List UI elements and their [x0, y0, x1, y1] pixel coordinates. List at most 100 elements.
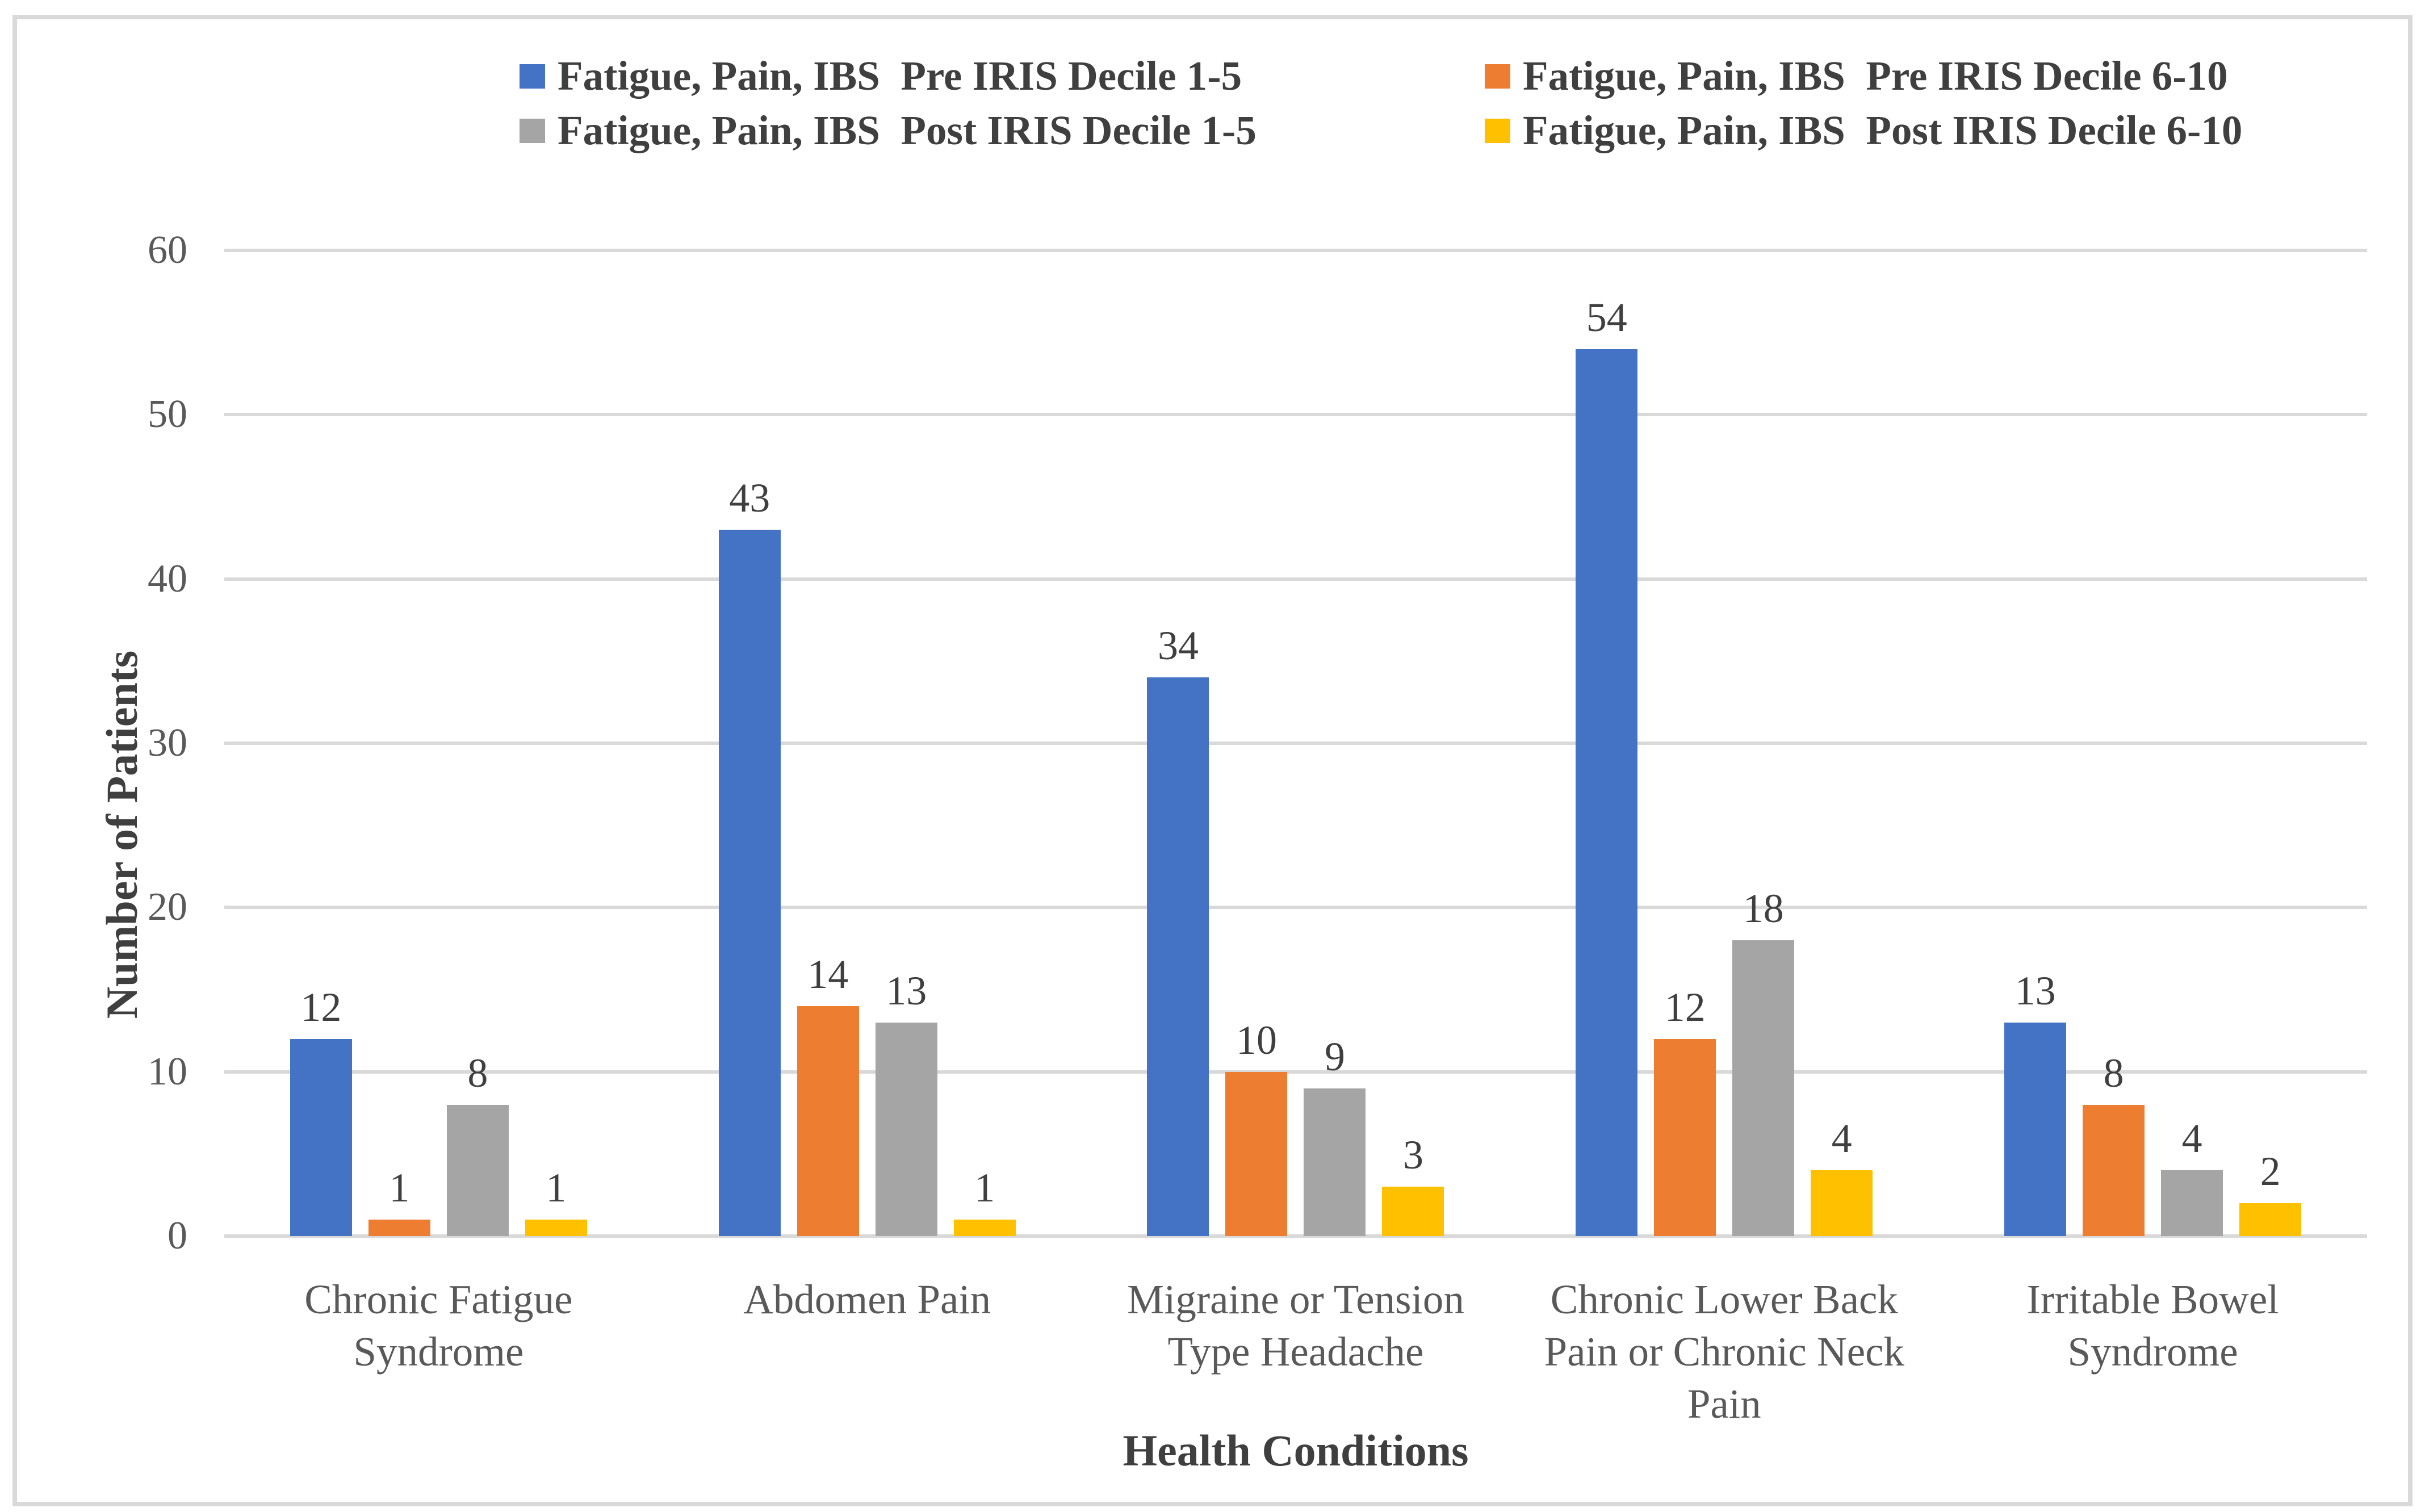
- legend-label: Fatigue, Pain, IBS Post IRIS Decile 6-10: [1523, 107, 2243, 153]
- bar-slot: 54: [1576, 294, 1638, 1236]
- bar-slot: 13: [2004, 967, 2067, 1236]
- bar: [368, 1220, 430, 1236]
- bar: [2004, 1022, 2067, 1236]
- bar-value-label: 4: [1831, 1116, 1852, 1162]
- plot-area: 12 1 8 1 43 14 13 1 34 10 9 3 54 12 18 4 13 8 4 2: [224, 250, 2367, 1236]
- bar: [1811, 1170, 1873, 1236]
- category-label: Irritable Bowel Syndrome: [2026, 1276, 2279, 1375]
- gridline: [224, 1234, 2367, 1238]
- bar-value-label: 1: [546, 1165, 567, 1211]
- bar-value-label: 1: [389, 1165, 410, 1211]
- category-label: Abdomen Pain: [743, 1276, 991, 1322]
- bar: [2239, 1203, 2302, 1236]
- legend-swatch: [520, 64, 545, 89]
- bar-value-label: 8: [2103, 1050, 2124, 1096]
- legend-swatch: [520, 118, 545, 143]
- bar-value-label: 10: [1235, 1017, 1277, 1063]
- y-tick-label: 40: [148, 556, 187, 601]
- legend-item: Fatigue, Pain, IBS Pre IRIS Decile 1-5: [520, 50, 1485, 102]
- legend-label: Fatigue, Pain, IBS Post IRIS Decile 1-5: [558, 107, 1257, 153]
- bar-slot: 2: [2239, 1149, 2302, 1236]
- bar-value-label: 54: [1586, 294, 1627, 340]
- bar-slot: 18: [1732, 886, 1795, 1236]
- bar-group: 13 8 4 2: [1938, 250, 2367, 1236]
- bar-group: 43 14 13 1: [653, 250, 1082, 1236]
- bar: [1304, 1088, 1366, 1236]
- bar: [875, 1022, 937, 1236]
- category-label: Chronic Fatigue Syndrome: [304, 1276, 573, 1375]
- category-label: Chronic Lower Back Pain or Chronic Neck …: [1544, 1276, 1905, 1427]
- bar: [953, 1220, 1016, 1236]
- bar-value-label: 12: [1664, 984, 1706, 1030]
- bar-value-label: 4: [2181, 1116, 2202, 1162]
- bar: [1576, 349, 1638, 1236]
- bar-value-label: 12: [300, 984, 342, 1030]
- bar: [525, 1220, 587, 1236]
- category-label: Migraine or Tension Type Headache: [1127, 1276, 1464, 1375]
- bar-slot: 3: [1382, 1132, 1444, 1236]
- legend: Fatigue, Pain, IBS Pre IRIS Decile 1-5 Fa…: [520, 50, 2242, 157]
- x-axis-title: Health Conditions: [1123, 1426, 1469, 1475]
- bar-value-label: 34: [1157, 623, 1199, 669]
- bar: [290, 1038, 352, 1236]
- bar-slot: 1: [368, 1165, 430, 1236]
- bar-slot: 14: [797, 952, 859, 1236]
- legend-swatch: [1485, 118, 1510, 143]
- y-tick-label: 60: [148, 228, 187, 272]
- bar: [1732, 940, 1795, 1236]
- bar-value-label: 1: [974, 1165, 995, 1211]
- bar-slot: 4: [2161, 1116, 2223, 1236]
- bar-slot: 1: [525, 1165, 587, 1236]
- bar-value-label: 13: [886, 967, 927, 1013]
- bar-slot: 12: [290, 985, 352, 1236]
- gridline: [224, 906, 2367, 910]
- y-tick-label: 30: [148, 721, 187, 765]
- bar: [446, 1104, 509, 1236]
- y-axis-title: Number of Patients: [97, 650, 146, 1019]
- y-tick-label: 10: [148, 1049, 187, 1094]
- gridline: [224, 577, 2367, 581]
- bar: [2161, 1170, 2223, 1236]
- bar-group: 34 10 9 3: [1082, 250, 1510, 1236]
- gridline: [224, 742, 2367, 745]
- bar-slot: 1: [953, 1165, 1016, 1236]
- legend-item: Fatigue, Pain, IBS Post IRIS Decile 6-10: [1485, 104, 2242, 157]
- bar-slot: 12: [1654, 985, 1716, 1236]
- bar-value-label: 8: [467, 1050, 488, 1096]
- bar-value-label: 14: [807, 951, 849, 997]
- legend-item: Fatigue, Pain, IBS Post IRIS Decile 1-5: [520, 104, 1485, 157]
- bar: [718, 529, 781, 1236]
- gridline: [224, 249, 2367, 252]
- bar-value-label: 18: [1743, 886, 1784, 932]
- bar-value-label: 13: [2014, 967, 2056, 1013]
- legend-label: Fatigue, Pain, IBS Pre IRIS Decile 1-5: [558, 53, 1242, 99]
- bar: [2083, 1104, 2145, 1236]
- legend-item: Fatigue, Pain, IBS Pre IRIS Decile 6-10: [1485, 50, 2242, 102]
- bar: [1225, 1071, 1288, 1236]
- bar-slot: 43: [718, 475, 781, 1236]
- category-axis: Chronic Fatigue Syndrome Abdomen Pain Migr…: [224, 1274, 2367, 1430]
- legend-label: Fatigue, Pain, IBS Pre IRIS Decile 6-10: [1523, 53, 2228, 99]
- gridline: [224, 1070, 2367, 1074]
- bar: [1382, 1187, 1444, 1236]
- bar-group: 12 1 8 1: [224, 250, 653, 1236]
- gridline: [224, 413, 2367, 417]
- legend-swatch: [1485, 64, 1510, 89]
- bar-value-label: 9: [1324, 1033, 1345, 1079]
- chart-border: [12, 15, 2413, 1506]
- bar-slot: 4: [1811, 1116, 1873, 1236]
- bar-group: 54 12 18 4: [1510, 250, 1938, 1236]
- bar-slot: 9: [1304, 1034, 1366, 1236]
- bar-value-label: 43: [729, 475, 770, 521]
- bar-slot: 8: [2083, 1050, 2145, 1236]
- bar-slot: 34: [1147, 623, 1209, 1236]
- y-tick-label: 50: [148, 392, 187, 437]
- bar-slot: 8: [446, 1050, 509, 1236]
- y-tick-label: 0: [167, 1214, 187, 1258]
- bar: [797, 1006, 859, 1236]
- y-tick-label: 20: [148, 885, 187, 929]
- bar-value-label: 3: [1402, 1132, 1423, 1178]
- bar: [1654, 1038, 1716, 1236]
- bar-slot: 13: [875, 967, 937, 1236]
